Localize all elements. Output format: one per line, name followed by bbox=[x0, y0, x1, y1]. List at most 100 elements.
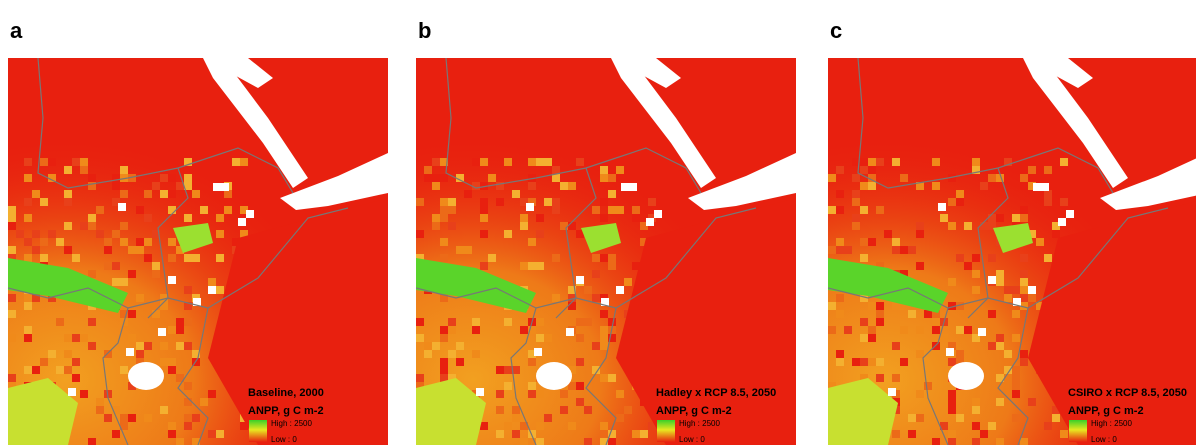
cell bbox=[828, 302, 836, 310]
map: Baseline, 2000ANPP, g C m-2High : 2500Lo… bbox=[8, 58, 388, 445]
cell bbox=[24, 294, 32, 302]
lake bbox=[128, 362, 164, 390]
cell bbox=[900, 358, 908, 366]
cell bbox=[64, 334, 72, 342]
cell bbox=[868, 302, 876, 310]
cell bbox=[916, 230, 924, 238]
cell bbox=[1020, 350, 1028, 358]
cell bbox=[152, 310, 160, 318]
cell bbox=[972, 422, 980, 430]
cell bbox=[208, 390, 216, 398]
cell bbox=[88, 438, 96, 445]
legend-high: High : 2500 bbox=[679, 419, 720, 428]
map-body bbox=[8, 58, 388, 445]
no-data bbox=[616, 286, 624, 294]
cell bbox=[136, 350, 144, 358]
cell bbox=[496, 366, 504, 374]
cell bbox=[440, 238, 448, 246]
cell bbox=[536, 438, 544, 445]
cell bbox=[424, 342, 432, 350]
cell bbox=[72, 158, 80, 166]
cell bbox=[432, 174, 440, 182]
no-data bbox=[526, 203, 534, 211]
cell bbox=[616, 390, 624, 398]
cell bbox=[72, 358, 80, 366]
cell bbox=[828, 246, 836, 254]
cell bbox=[64, 166, 72, 174]
cell bbox=[576, 358, 584, 366]
cell bbox=[860, 334, 868, 342]
cell bbox=[600, 422, 608, 430]
legend-title: ANPP, g C m-2 bbox=[1068, 405, 1144, 417]
cell bbox=[528, 358, 536, 366]
cell bbox=[200, 398, 208, 406]
cell bbox=[592, 206, 600, 214]
cell bbox=[168, 430, 176, 438]
cell bbox=[980, 222, 988, 230]
cell bbox=[56, 238, 64, 246]
cell bbox=[828, 326, 836, 334]
cell bbox=[160, 190, 168, 198]
cell bbox=[120, 238, 128, 246]
cell bbox=[488, 254, 496, 262]
cell bbox=[104, 246, 112, 254]
cell bbox=[440, 214, 448, 222]
cell bbox=[240, 158, 248, 166]
cell bbox=[520, 222, 528, 230]
cell bbox=[868, 334, 876, 342]
no-data bbox=[1041, 183, 1049, 191]
cell bbox=[1044, 254, 1052, 262]
cell bbox=[996, 214, 1004, 222]
cell bbox=[160, 358, 168, 366]
cell bbox=[836, 238, 844, 246]
cell bbox=[184, 318, 192, 326]
no-data bbox=[168, 276, 176, 284]
cell bbox=[552, 294, 560, 302]
cell bbox=[88, 342, 96, 350]
cell bbox=[948, 358, 956, 366]
cell bbox=[576, 334, 584, 342]
cell bbox=[1060, 158, 1068, 166]
cell bbox=[232, 158, 240, 166]
cell bbox=[844, 326, 852, 334]
cell bbox=[224, 206, 232, 214]
cell bbox=[440, 254, 448, 262]
cell bbox=[948, 438, 956, 445]
cell bbox=[168, 326, 176, 334]
cell bbox=[828, 174, 836, 182]
cell bbox=[600, 326, 608, 334]
cell bbox=[64, 198, 72, 206]
cell bbox=[584, 286, 592, 294]
cell bbox=[512, 430, 520, 438]
cell bbox=[600, 342, 608, 350]
cell bbox=[40, 158, 48, 166]
cell bbox=[32, 190, 40, 198]
no-data bbox=[621, 183, 629, 191]
cell bbox=[160, 302, 168, 310]
cell bbox=[448, 206, 456, 214]
cell bbox=[996, 270, 1004, 278]
cell bbox=[616, 414, 624, 422]
cell bbox=[1052, 414, 1060, 422]
cell bbox=[64, 350, 72, 358]
cell bbox=[40, 238, 48, 246]
cell bbox=[1052, 230, 1060, 238]
cell bbox=[996, 398, 1004, 406]
cell bbox=[224, 190, 232, 198]
cell bbox=[200, 206, 208, 214]
no-data bbox=[646, 218, 654, 226]
cell bbox=[608, 206, 616, 214]
cell bbox=[860, 358, 868, 366]
cell bbox=[632, 430, 640, 438]
cell bbox=[448, 222, 456, 230]
cell bbox=[192, 190, 200, 198]
no-data bbox=[208, 286, 216, 294]
cell bbox=[844, 246, 852, 254]
cell bbox=[932, 326, 940, 334]
cell bbox=[956, 190, 964, 198]
cell bbox=[120, 366, 128, 374]
cell bbox=[136, 246, 144, 254]
cell bbox=[512, 190, 520, 198]
cell bbox=[24, 366, 32, 374]
cell bbox=[1004, 286, 1012, 294]
